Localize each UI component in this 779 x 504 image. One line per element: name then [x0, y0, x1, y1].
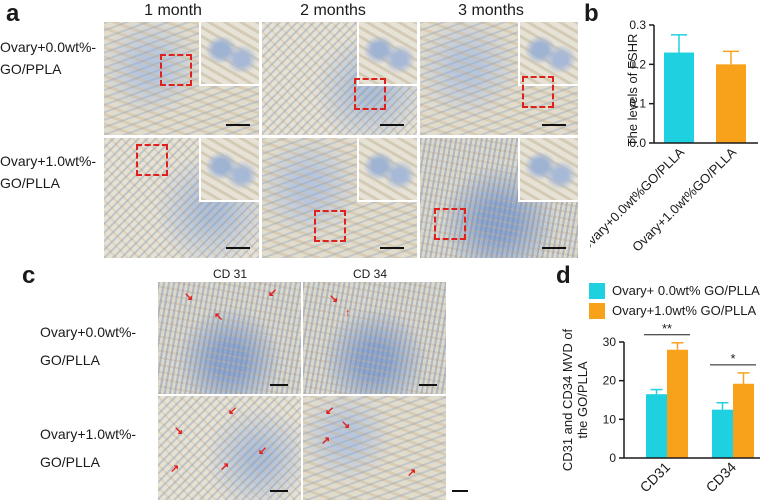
y-tick-label: 20	[603, 374, 617, 388]
bar	[716, 64, 746, 143]
row-label-line1: Ovary+1.0wt%-	[40, 426, 137, 442]
arrow-icon: ↙	[325, 405, 335, 417]
panel-letter-d: d	[556, 262, 571, 289]
y-tick-label: 10	[603, 412, 617, 426]
micrograph-inset	[357, 22, 417, 86]
roi-box	[160, 54, 192, 86]
panel-letter-b: b	[584, 0, 599, 27]
roi-box	[314, 210, 346, 242]
micrograph-1m-treated	[104, 138, 259, 258]
row-label-line2: GO/PLLA	[40, 454, 100, 470]
row-label-line2: GO/PPLA	[0, 61, 62, 77]
legend-swatch-control	[589, 283, 605, 299]
row-label-cd-control: Ovary+0.0wt%- GO/PLLA	[40, 318, 136, 374]
micrograph-cd34-treated: ↙ ↘ ↗ ↗	[303, 396, 446, 500]
arrow-icon: ↑	[345, 307, 351, 319]
scale-bar	[270, 490, 288, 492]
row-label-treated: Ovary+1.0wt%- GO/PLLA	[0, 150, 96, 194]
x-tick-label: Ovary+1.0wt%GO/PLLA	[629, 144, 739, 254]
row-label-line1: Ovary+1.0wt%-	[0, 153, 97, 169]
arrow-icon: ↗	[407, 467, 417, 479]
micrograph-cd31-treated: ↙ ↘ ↙ ↗ ↗	[158, 396, 301, 500]
micrograph-inset	[199, 138, 259, 202]
micrograph-cd31-control: ↘ ↙ ↖	[158, 282, 301, 394]
roi-box	[434, 208, 466, 240]
arrow-icon: ↗	[321, 435, 331, 447]
y-tick-label: 30	[603, 335, 617, 349]
panel-letter-a: a	[6, 0, 20, 27]
column-header-1-month: 1 month	[144, 2, 202, 19]
micrograph-inset	[199, 22, 259, 86]
row-label-line2: GO/PLLA	[0, 175, 60, 191]
significance-label: **	[662, 321, 672, 336]
scale-bar	[380, 124, 404, 126]
arrow-icon: ↗	[170, 463, 180, 475]
row-label-line1: Ovary+0.0wt%-	[40, 324, 137, 340]
roi-box	[136, 144, 168, 176]
arrow-icon: ↘	[174, 425, 184, 437]
row-label-control: Ovary+0.0wt%- GO/PPLA	[0, 36, 96, 80]
y-axis-label-line1: CD31 and CD34 MVD of	[560, 328, 575, 471]
micrograph-2m-control	[262, 22, 417, 135]
y-tick-label: 0.1	[629, 97, 646, 111]
arrow-icon: ↖	[214, 311, 224, 323]
arrow-icon: ↙	[228, 405, 238, 417]
bar	[667, 349, 688, 458]
y-axis-label-line2: the GO/PLLA	[575, 361, 590, 439]
micrograph-3m-control	[420, 22, 578, 135]
panel-letter-c: c	[22, 262, 36, 289]
scale-bar	[226, 124, 250, 126]
micrograph-inset	[518, 138, 578, 202]
bar	[733, 383, 754, 458]
y-axis-label: The levels of FSHR	[625, 34, 640, 147]
scale-bar	[419, 384, 437, 386]
micrograph-2m-treated	[262, 138, 417, 258]
y-tick-label: 0.3	[629, 18, 646, 32]
row-label-cd-treated: Ovary+1.0wt%- GO/PLLA	[40, 420, 136, 476]
arrow-icon: ↘	[184, 291, 194, 303]
micrograph-1m-control	[104, 22, 259, 135]
arrow-icon: ↙	[268, 287, 278, 299]
significance-label: *	[730, 351, 735, 366]
scale-bar	[226, 247, 250, 249]
row-label-line1: Ovary+0.0wt%-	[0, 39, 97, 55]
micrograph-inset	[357, 138, 417, 202]
scale-bar	[542, 247, 566, 249]
legend-label-control: Ovary+ 0.0wt% GO/PLLA	[612, 283, 760, 298]
roi-box	[522, 76, 554, 108]
scale-bar	[452, 490, 468, 492]
row-label-line2: GO/PLLA	[40, 352, 100, 368]
y-tick-label: 0	[609, 451, 616, 465]
chart-mvd: CD31 and CD34 MVD of the GO/PLLA 0 10 20 30…	[560, 321, 760, 496]
scale-bar	[380, 247, 404, 249]
column-header-cd34: CD 34	[352, 267, 387, 281]
column-header-3-months: 3 months	[458, 2, 524, 19]
arrow-icon: ↘	[341, 419, 351, 431]
y-tick-label: 0.0	[629, 136, 646, 150]
legend-label-treated: Ovary+1.0wt% GO/PLLA	[612, 303, 757, 318]
x-tick-label: CD34	[702, 459, 739, 496]
y-tick-label: 0.2	[629, 57, 646, 71]
scale-bar	[270, 384, 288, 386]
scale-bar	[542, 124, 566, 126]
chart-fshr: The levels of FSHR 0.00.10.20.3 Ovary+0.…	[590, 18, 758, 254]
micrograph-3m-treated	[420, 138, 578, 258]
bar	[712, 409, 733, 458]
bar	[646, 394, 667, 458]
x-tick-label: CD31	[636, 459, 673, 496]
column-header-cd31: CD 31	[212, 267, 247, 281]
column-header-2-months: 2 months	[300, 2, 366, 19]
arrow-icon: ↙	[258, 445, 268, 457]
bar	[664, 52, 694, 143]
micrograph-cd34-control: ↘ ↑	[303, 282, 446, 394]
roi-box	[354, 78, 386, 110]
arrow-icon: ↘	[329, 293, 339, 305]
micrograph-inset	[518, 22, 578, 86]
arrow-icon: ↗	[220, 461, 230, 473]
legend-swatch-treated	[589, 303, 605, 319]
